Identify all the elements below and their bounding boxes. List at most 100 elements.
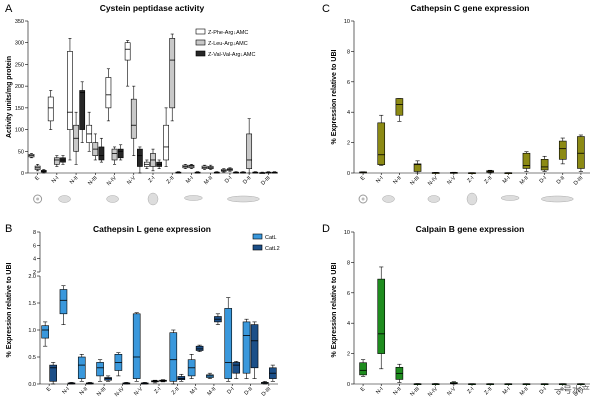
box-N-IV bbox=[431, 172, 440, 174]
box-N-III bbox=[98, 137, 105, 163]
panel-title: Cystein peptidase activity bbox=[100, 3, 205, 13]
box-M-I bbox=[195, 344, 204, 352]
box bbox=[53, 157, 60, 165]
box-N-I bbox=[377, 266, 386, 370]
panel-a: Cystein peptidase activity A Activity unit… bbox=[5, 3, 278, 206]
box-Z-II bbox=[486, 383, 494, 385]
egg-icon bbox=[358, 194, 368, 204]
box-D-II bbox=[558, 383, 567, 385]
x-tick-label: M-I bbox=[502, 386, 512, 396]
y-tick-label: 0.0 bbox=[28, 382, 36, 388]
x-tick-label: N-I bbox=[375, 386, 385, 396]
x-tick-label: Z-II bbox=[483, 175, 493, 185]
box-N-I bbox=[59, 285, 68, 325]
y-tick-label: 6 bbox=[347, 291, 350, 297]
y-tick-label: 0 bbox=[347, 171, 350, 177]
box-N-II bbox=[73, 111, 79, 165]
x-tick-label: D-II bbox=[556, 175, 567, 186]
legend-swatch bbox=[195, 39, 206, 46]
box-N-I bbox=[377, 114, 386, 166]
box bbox=[395, 98, 404, 116]
box-Z-II bbox=[163, 107, 169, 167]
x-tick-label: M-II bbox=[206, 386, 217, 397]
x-tick-label: N-III bbox=[96, 386, 108, 398]
y-tick-label: 50 bbox=[18, 149, 24, 155]
x-tick-label: N-I bbox=[375, 175, 385, 185]
x-tick-label: D-III bbox=[573, 175, 585, 187]
box bbox=[117, 148, 124, 159]
box-Z-I bbox=[144, 159, 150, 169]
box-Z-II bbox=[175, 171, 182, 174]
legend-swatch bbox=[252, 233, 263, 240]
panel-c: Cathepsin C gene expression C % Expression… bbox=[322, 3, 590, 206]
legend-swatch bbox=[195, 28, 206, 35]
y-axis-label: % Expression relative to UBI bbox=[331, 262, 338, 357]
x-tick-label: M-I bbox=[185, 175, 195, 185]
box-Z-II bbox=[177, 373, 186, 382]
box-Z-I bbox=[156, 159, 162, 169]
box-N-III bbox=[413, 160, 422, 174]
box-N-III bbox=[92, 133, 99, 161]
box bbox=[169, 38, 176, 109]
box-N-III bbox=[86, 111, 93, 152]
x-tick-label: M-I bbox=[502, 175, 512, 185]
box-D-I bbox=[227, 167, 233, 172]
box-M-II bbox=[201, 164, 208, 170]
box-D-III bbox=[265, 171, 272, 174]
box bbox=[577, 136, 585, 169]
legend: CatL CatL2 bbox=[252, 233, 280, 252]
x-tick-label: N-III bbox=[409, 386, 421, 398]
box-D-I bbox=[540, 383, 549, 385]
box bbox=[77, 356, 86, 379]
decapodite-icon bbox=[227, 195, 260, 203]
box-D-II bbox=[252, 171, 259, 174]
box bbox=[540, 159, 549, 171]
box bbox=[558, 140, 567, 160]
x-tick-label: D-I bbox=[224, 175, 234, 185]
panel-d: Calpain B gene expression D % Expression r… bbox=[322, 223, 590, 398]
box-N-IV bbox=[114, 352, 123, 377]
y-tick-label: 2 bbox=[347, 141, 350, 147]
mysis-icon bbox=[184, 195, 203, 201]
panel-title: Calpain B gene expression bbox=[416, 224, 525, 234]
box-M-II bbox=[522, 383, 531, 385]
y-axis-label: % Expression relative to UBI bbox=[331, 49, 338, 144]
box bbox=[59, 289, 68, 315]
y-tick-label: 300 bbox=[15, 41, 24, 47]
box-E bbox=[28, 153, 35, 159]
x-tick-label: N-III bbox=[409, 175, 421, 187]
box bbox=[132, 313, 141, 379]
zoea-icon bbox=[466, 192, 478, 206]
series-2 bbox=[34, 33, 272, 174]
box-M-II bbox=[522, 151, 531, 172]
stage-illustrations bbox=[358, 192, 574, 206]
box-N-IV bbox=[431, 383, 440, 385]
y-tick-label: 200 bbox=[15, 84, 24, 90]
x-tick-label: D-II bbox=[556, 386, 567, 397]
x-tick-label: N-V bbox=[446, 175, 457, 186]
box-M-I bbox=[194, 171, 201, 174]
box-N-I bbox=[67, 382, 76, 385]
box-D-III bbox=[269, 364, 277, 382]
x-tick-label: D-II bbox=[243, 386, 254, 397]
nauplius-icon bbox=[427, 195, 441, 203]
box-N-V bbox=[450, 171, 458, 174]
x-tick-label: E bbox=[34, 175, 41, 182]
box bbox=[377, 122, 386, 165]
box-D-II bbox=[240, 171, 246, 174]
x-tick-label: M-I bbox=[189, 386, 199, 396]
y-tick-label: 8 bbox=[347, 260, 350, 266]
box-D-I bbox=[224, 297, 233, 382]
y-tick-label: 250 bbox=[15, 62, 24, 68]
box-N-V bbox=[130, 85, 137, 156]
x-tick-label: M-II bbox=[519, 175, 530, 186]
y-tick-label: 4 bbox=[347, 110, 350, 116]
y-tick-label: 4 bbox=[33, 257, 36, 263]
nauplius-icon bbox=[106, 195, 119, 203]
x-tick-label: E bbox=[360, 386, 367, 393]
y-tick-label: 2 bbox=[347, 352, 350, 358]
legend-swatch bbox=[195, 50, 206, 57]
box-D-II bbox=[242, 318, 251, 379]
legend-swatch bbox=[252, 244, 263, 251]
box bbox=[224, 308, 233, 379]
